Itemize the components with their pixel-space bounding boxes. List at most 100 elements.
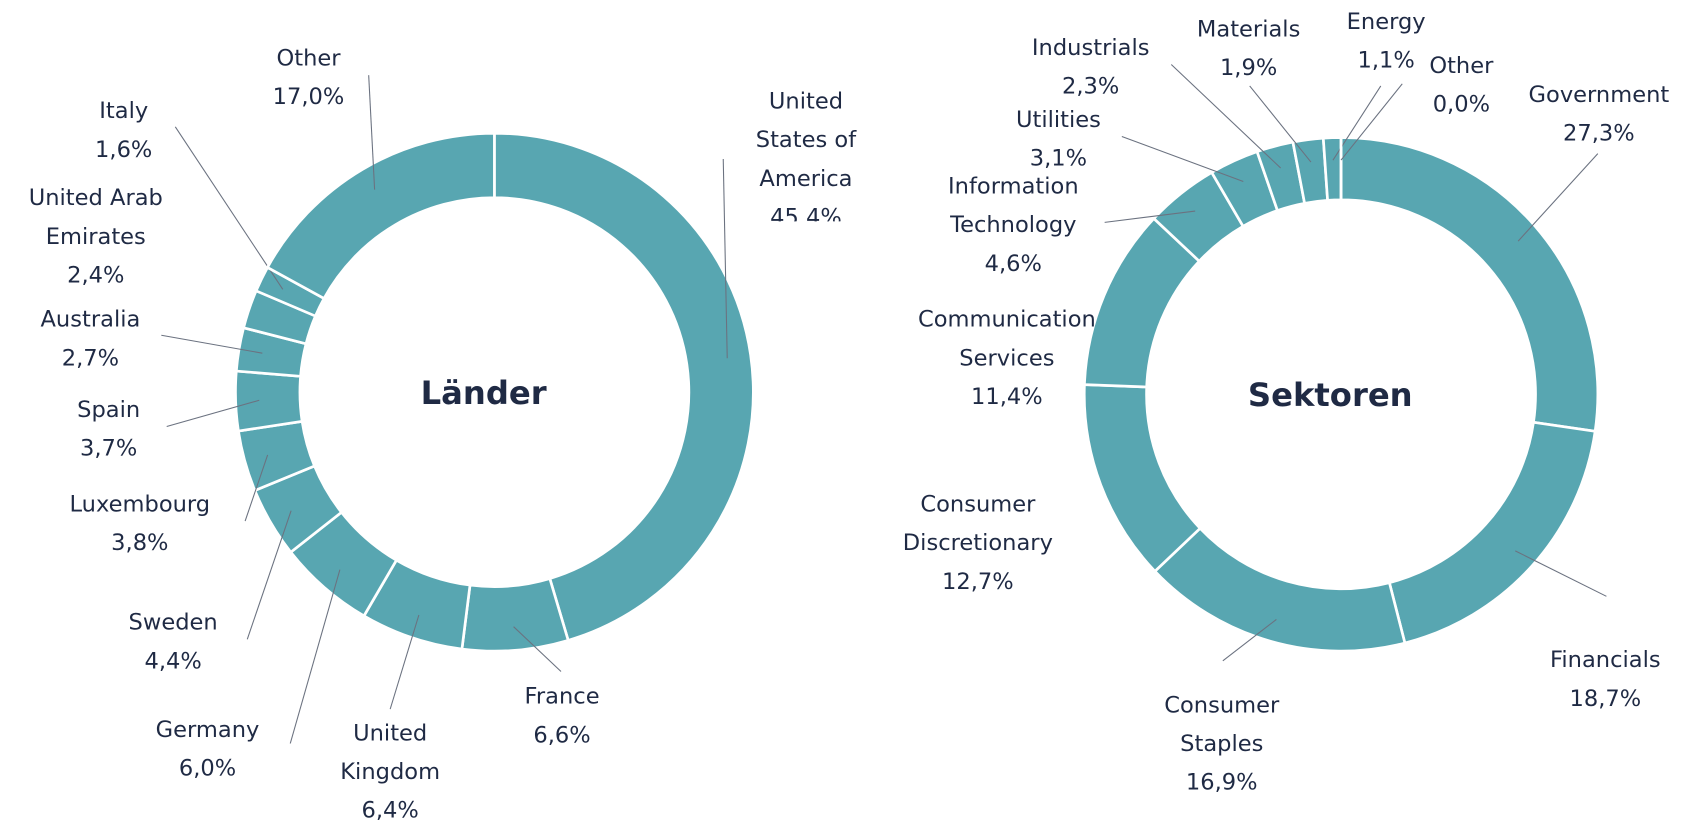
value-label: 0,0% bbox=[1432, 91, 1491, 118]
value-label: 18,7% bbox=[1569, 685, 1642, 712]
center-title: Länder bbox=[421, 374, 547, 412]
center-title: Sektoren bbox=[1248, 376, 1413, 414]
value-label: 3,1% bbox=[1029, 145, 1088, 171]
slice-label: Financials 18,7% bbox=[1525, 640, 1685, 717]
slice-label: Consumer Discretionary 12,7% bbox=[881, 485, 1074, 601]
slice-label: Consumer Staples 16,9% bbox=[1147, 685, 1297, 801]
category-label: Spain bbox=[77, 396, 141, 423]
value-label: 3,8% bbox=[111, 529, 169, 556]
category-label: Germany bbox=[155, 716, 260, 743]
slice-label: United Arab Emirates 2,4% bbox=[4, 178, 187, 294]
category-label: Financials bbox=[1550, 646, 1661, 673]
label-box: Industrials 2,3% bbox=[1015, 28, 1165, 105]
value-label: 1,6% bbox=[95, 136, 153, 163]
label-box: Sweden 4,4% bbox=[103, 603, 243, 680]
category-label: Industrials bbox=[1031, 34, 1150, 61]
leader-line bbox=[1104, 210, 1196, 223]
leader-line bbox=[1517, 153, 1599, 242]
slice bbox=[1321, 136, 1343, 202]
value-label: 45,4% bbox=[770, 204, 842, 222]
leader-line bbox=[368, 75, 376, 190]
slice-label: Communication Services 11,4% bbox=[894, 300, 1120, 416]
category-label: Energy bbox=[1346, 8, 1426, 35]
leader-line bbox=[161, 334, 263, 354]
slice-label: Italy 1,6% bbox=[70, 91, 177, 168]
leader-line bbox=[246, 510, 292, 640]
category-label: Other bbox=[1429, 52, 1494, 79]
slice bbox=[234, 369, 304, 433]
label-box: France 6,6% bbox=[498, 677, 627, 754]
value-label: 27,3% bbox=[1563, 120, 1635, 147]
category-label: Government bbox=[1528, 81, 1670, 108]
category-label: United Arab Emirates bbox=[28, 184, 163, 250]
category-label: France bbox=[524, 683, 600, 710]
value-label: 11,4% bbox=[971, 383, 1043, 410]
slice bbox=[1153, 526, 1407, 653]
category-label: Materials bbox=[1196, 16, 1301, 42]
slice-label: Australia 2,7% bbox=[15, 300, 165, 377]
value-label: 4,6% bbox=[984, 250, 1042, 277]
leader-line bbox=[513, 626, 562, 672]
label-box: Communication Services 11,4% bbox=[894, 300, 1120, 416]
label-box: Consumer Staples 16,9% bbox=[1147, 685, 1297, 801]
category-label: Information Technology bbox=[948, 172, 1079, 238]
slice-label: Industrials 2,3% bbox=[1015, 28, 1165, 105]
slice bbox=[460, 576, 570, 653]
category-label: Sweden bbox=[128, 609, 218, 635]
label-box: Germany 6,0% bbox=[138, 710, 278, 787]
label-box: Luxembourg 3,8% bbox=[49, 485, 232, 562]
slice-label: Information Technology 4,6% bbox=[922, 167, 1105, 283]
slice-label: Utilities 3,1% bbox=[989, 100, 1129, 177]
label-box: Australia 2,7% bbox=[15, 300, 165, 377]
value-label: 6,6% bbox=[533, 722, 591, 748]
value-label: 6,4% bbox=[361, 797, 419, 823]
slice-label: United States of America 45,4% bbox=[756, 88, 856, 222]
value-label: 4,4% bbox=[144, 647, 202, 674]
leader-line bbox=[174, 126, 284, 290]
slice-label: Spain 3,7% bbox=[44, 390, 173, 467]
label-box: Spain 3,7% bbox=[44, 390, 173, 467]
label-box: Consumer Discretionary 12,7% bbox=[881, 485, 1074, 601]
slice-label: Sweden 4,4% bbox=[103, 603, 243, 680]
slice bbox=[493, 131, 755, 643]
label-box: Information Technology 4,6% bbox=[922, 167, 1105, 283]
slice bbox=[265, 131, 496, 301]
slice-label: Other 17,0% bbox=[255, 39, 362, 116]
leader-line bbox=[1170, 64, 1282, 169]
leader-line bbox=[1249, 85, 1312, 163]
value-label: 17,0% bbox=[272, 83, 345, 110]
category-label: Consumer Discretionary bbox=[902, 491, 1053, 556]
slice-label: Luxembourg 3,8% bbox=[49, 485, 232, 562]
label-box: United Kingdom 6,4% bbox=[320, 713, 460, 823]
leader-line bbox=[722, 159, 728, 359]
leader-line bbox=[1340, 83, 1403, 161]
leader-line bbox=[166, 399, 260, 428]
value-label: 1,9% bbox=[1219, 54, 1278, 81]
value-label: 12,7% bbox=[942, 568, 1014, 595]
label-box: Financials 18,7% bbox=[1525, 640, 1685, 717]
label-box: Other 0,0% bbox=[1408, 46, 1515, 123]
value-label: 6,0% bbox=[178, 755, 237, 782]
category-label: Australia bbox=[40, 306, 141, 332]
slice bbox=[1387, 420, 1597, 645]
leader-line bbox=[389, 614, 420, 710]
slice-label: Other 0,0% bbox=[1408, 46, 1515, 123]
value-label: 3,7% bbox=[80, 435, 138, 461]
label-box: United Arab Emirates 2,4% bbox=[4, 178, 187, 294]
value-label: 1,1% bbox=[1357, 47, 1415, 74]
value-label: 16,9% bbox=[1185, 769, 1258, 796]
leader-line bbox=[289, 569, 341, 744]
leader-line bbox=[1121, 135, 1244, 182]
slice-label: Government 27,3% bbox=[1528, 81, 1670, 147]
label-box: Other 17,0% bbox=[255, 39, 362, 116]
label-box: Italy 1,6% bbox=[70, 91, 177, 168]
category-label: Other bbox=[276, 45, 341, 71]
value-label: 2,3% bbox=[1062, 73, 1120, 99]
slice-label: Materials 1,9% bbox=[1196, 16, 1301, 81]
category-label: United Kingdom bbox=[340, 719, 441, 785]
category-label: Italy bbox=[99, 97, 149, 124]
slice-label: France 6,6% bbox=[498, 677, 627, 754]
label-box: Utilities 3,1% bbox=[989, 100, 1129, 177]
